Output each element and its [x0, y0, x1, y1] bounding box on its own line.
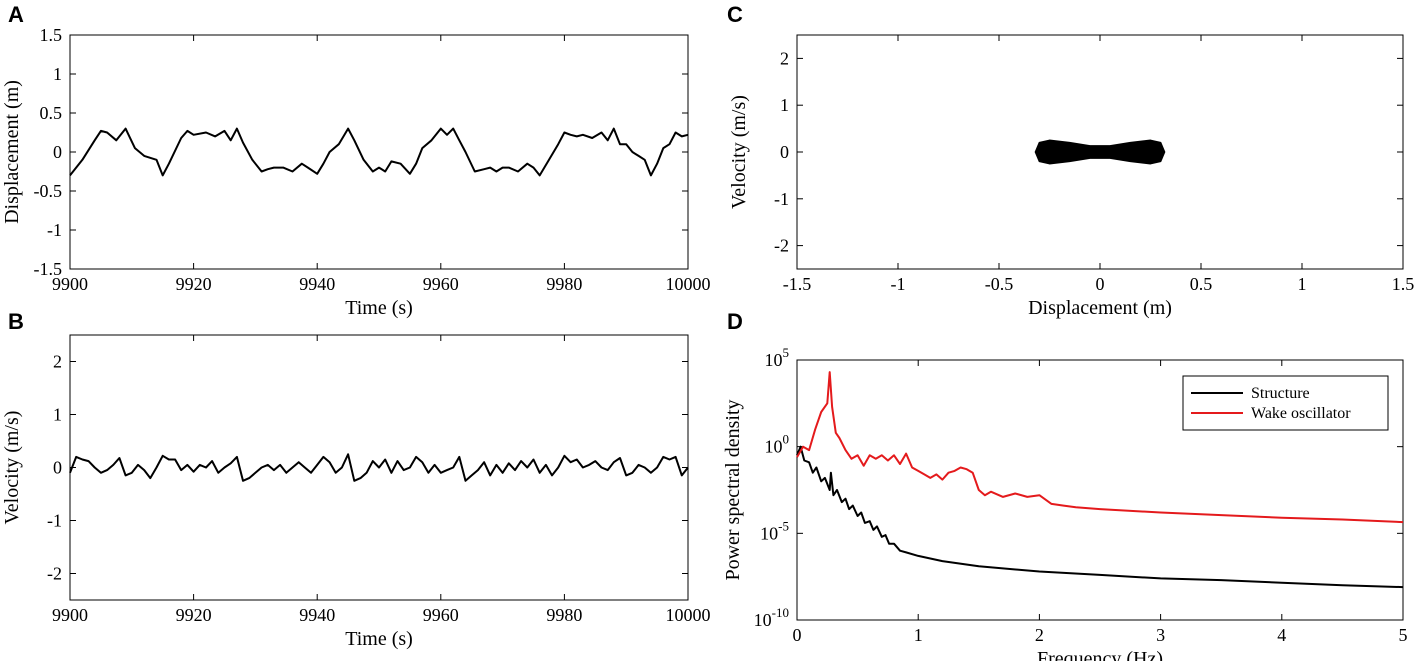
x-tick-label: -1: [891, 274, 906, 294]
x-axis-label: Displacement (m): [1028, 297, 1172, 319]
panel-letter: D: [727, 309, 743, 334]
x-tick-label: 9980: [546, 274, 582, 294]
x-tick-label: -0.5: [985, 274, 1014, 294]
x-tick-label: 0: [793, 625, 802, 645]
panel-letter: A: [8, 2, 24, 27]
y-tick-label: 0: [780, 142, 789, 162]
x-tick-label: 9940: [299, 274, 335, 294]
series-line-structure: [796, 445, 1404, 589]
x-tick-label: 0.5: [1190, 274, 1213, 294]
x-axis-label: Time (s): [345, 297, 413, 319]
chart-panel-d: D 0 1 2 3 4 5 105 100 10-5 10-10 Frequency (Hz) Powe…: [722, 309, 1408, 661]
x-tick-label: 9980: [546, 605, 582, 625]
y-tick-label: -1: [47, 220, 62, 240]
y-tick-label: 1: [53, 64, 62, 84]
y-axis-label: Displacement (m): [1, 80, 23, 224]
y-tick-label: 0.5: [40, 103, 63, 123]
x-tick-label: 0: [1096, 274, 1105, 294]
y-tick-label: 2: [53, 352, 62, 372]
x-tick-label: 9900: [52, 605, 88, 625]
y-tick-label: -0.5: [34, 181, 63, 201]
legend-entry: Structure: [1251, 385, 1310, 402]
y-tick-label: 105: [765, 345, 790, 370]
y-tick-label: 0: [53, 142, 62, 162]
y-tick-label: -1: [774, 189, 789, 209]
y-axis-label: Velocity (m/s): [1, 411, 23, 525]
x-tick-label: 1.5: [1392, 274, 1415, 294]
x-axis-label: Time (s): [345, 628, 413, 650]
x-tick-label: 9940: [299, 605, 335, 625]
x-tick-label: -1.5: [783, 274, 812, 294]
y-tick-label: 1: [780, 95, 789, 115]
x-tick-label: 1: [1298, 274, 1307, 294]
y-tick-label: -2: [774, 236, 789, 256]
y-axis-label: Velocity (m/s): [728, 95, 750, 209]
x-tick-label: 1: [914, 625, 923, 645]
axes-box: [796, 359, 1404, 621]
chart-panel-b: B 9900 9920 9940 9960 9980 10000 -2 -1 0 1 2 Time (s…: [1, 309, 711, 650]
series-line-displacement: [69, 127, 689, 177]
y-tick-label: 0: [53, 458, 62, 478]
legend-box: [1182, 375, 1389, 431]
x-tick-label: 2: [1035, 625, 1044, 645]
x-tick-label: 10000: [666, 274, 711, 294]
x-tick-label: 3: [1156, 625, 1165, 645]
y-tick-label: 100: [765, 432, 790, 457]
y-axis-label: Power spectral density: [722, 399, 744, 580]
y-tick-label: 2: [780, 48, 789, 68]
y-tick-label: -1: [47, 511, 62, 531]
x-tick-label: 4: [1277, 625, 1286, 645]
series-line-velocity: [69, 453, 689, 482]
chart-panel-c: C -1.5 -1 -0.5 0 0.5 1 1.5 -2 -1 0 1 2 Displacement (…: [727, 2, 1414, 319]
y-tick-label: 1: [53, 405, 62, 425]
panel-letter: C: [727, 2, 743, 27]
panel-letter: B: [8, 309, 24, 334]
x-tick-label: 10000: [666, 605, 711, 625]
x-tick-label: 9920: [176, 605, 212, 625]
x-tick-label: 9900: [52, 274, 88, 294]
x-tick-label: 9920: [176, 274, 212, 294]
series-line-wake-oscillator: [796, 371, 1404, 524]
x-axis-label: Frequency (Hz): [1037, 648, 1163, 661]
series-line-phase-portrait: [1034, 139, 1166, 165]
x-tick-label: 5: [1399, 625, 1408, 645]
y-tick-label: -1.5: [34, 259, 63, 279]
chart-panel-a: A 9900 9920 9940 9960 9980 10000 -1.5 -1 -0.5 0 0.5…: [1, 2, 711, 319]
x-tick-label: 9960: [423, 274, 459, 294]
legend-entry: Wake oscillator: [1251, 405, 1351, 422]
axes-box: [69, 34, 689, 270]
y-tick-label: 10-5: [760, 518, 789, 543]
y-tick-label: 1.5: [40, 25, 63, 45]
y-tick-label: -2: [47, 564, 62, 584]
x-tick-label: 9960: [423, 605, 459, 625]
y-tick-label: 10-10: [754, 605, 789, 630]
